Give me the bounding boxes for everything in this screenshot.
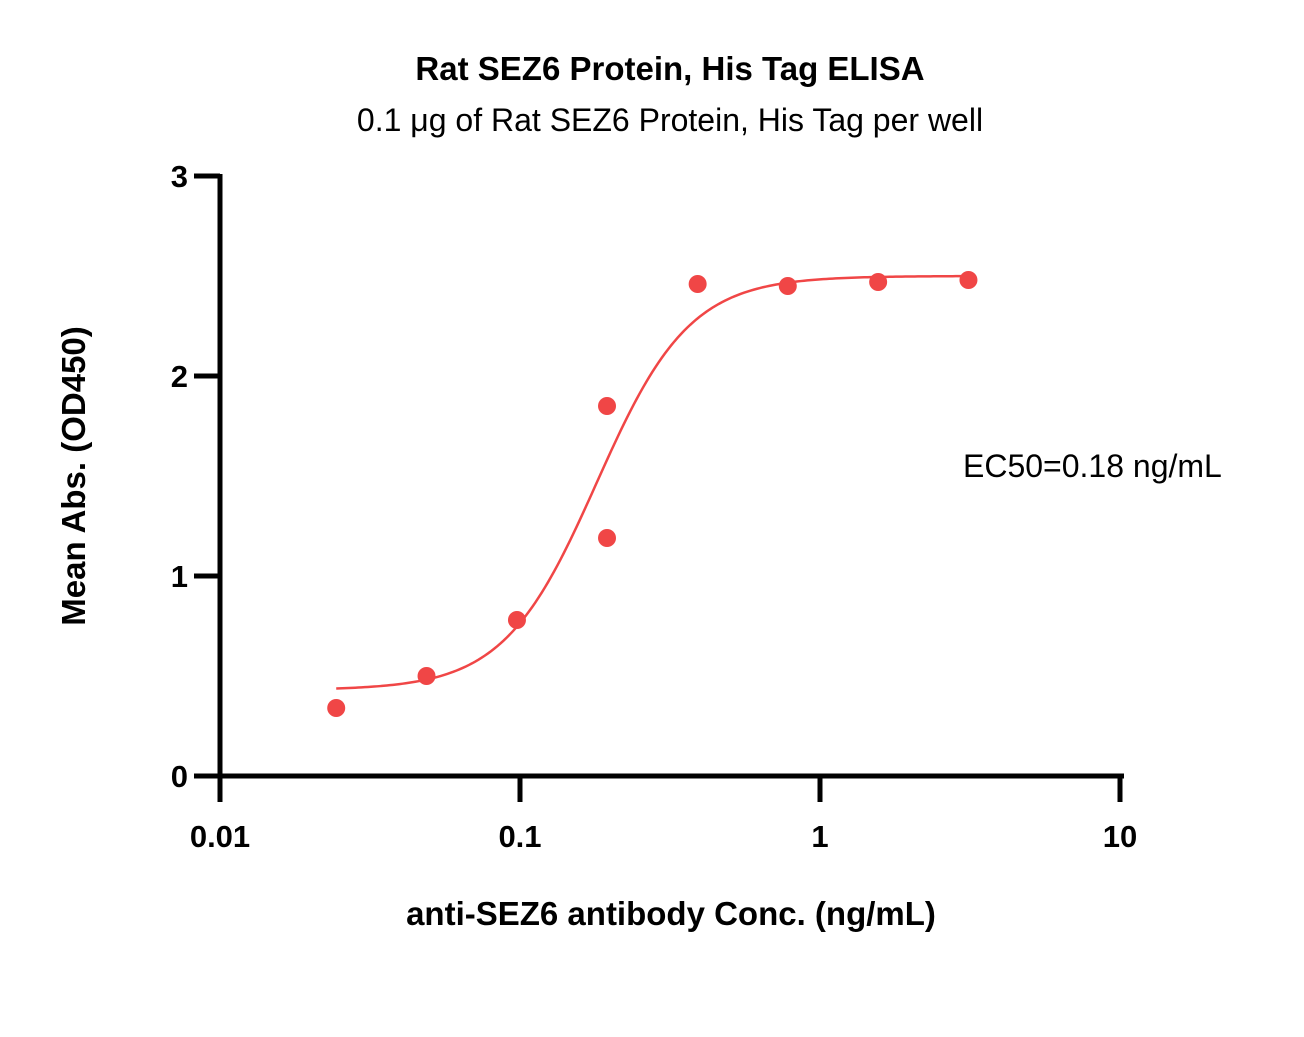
y-axis-label: Mean Abs. (OD450) (55, 326, 92, 626)
data-points (327, 271, 978, 717)
axes (217, 174, 1124, 779)
data-point (688, 275, 707, 293)
y-ticks: 0 1 2 3 (171, 159, 220, 794)
x-axis-label: anti-SEZ6 antibody Conc. (ng/mL) (406, 895, 936, 932)
data-point (959, 271, 978, 289)
x-ticks: 0.01 0.1 1 10 (190, 776, 1137, 854)
data-point (598, 529, 617, 547)
x-tick-label: 0.01 (190, 819, 250, 854)
data-point (598, 397, 617, 415)
data-point (507, 611, 526, 629)
y-tick-label: 2 (171, 359, 188, 394)
data-point (869, 273, 888, 291)
ec50-annotation: EC50=0.18 ng/mL (963, 448, 1222, 484)
y-tick-label: 1 (171, 559, 188, 594)
fit-curve (336, 274, 969, 690)
y-tick-label: 0 (171, 759, 188, 794)
chart-subtitle: 0.1 μg of Rat SEZ6 Protein, His Tag per … (357, 102, 983, 138)
y-tick-label: 3 (171, 159, 188, 194)
chart-title: Rat SEZ6 Protein, His Tag ELISA (415, 50, 924, 87)
data-point (778, 277, 797, 295)
data-point (327, 699, 346, 717)
x-tick-label: 10 (1103, 819, 1137, 854)
data-point (417, 667, 436, 685)
x-tick-label: 0.1 (498, 819, 541, 854)
x-tick-label: 1 (811, 819, 828, 854)
